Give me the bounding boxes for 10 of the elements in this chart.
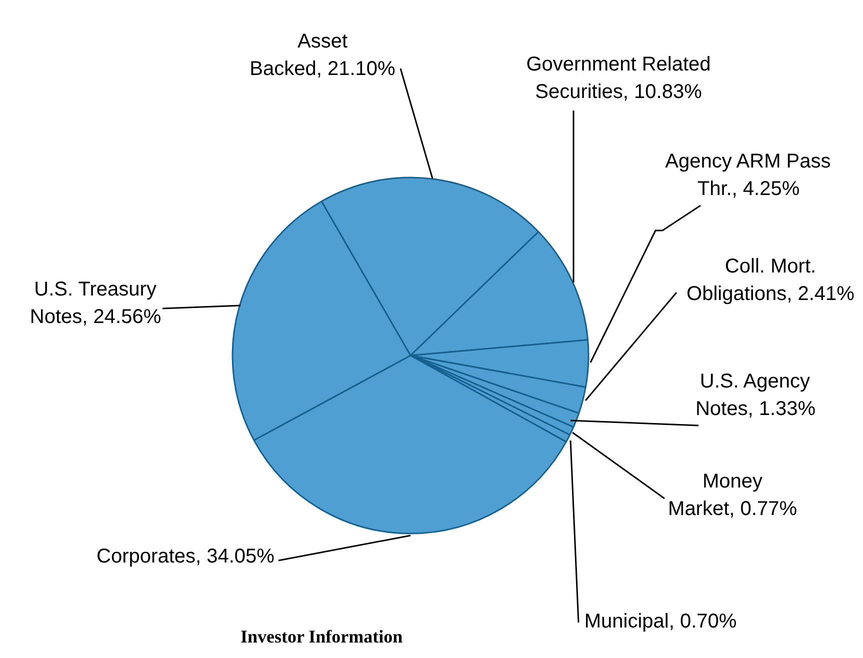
slice-label: Government Related Securities, 10.83%: [526, 54, 711, 103]
slice-label: Money Market, 0.77%: [668, 470, 798, 520]
slice-label: Asset Backed, 21.10%: [250, 30, 396, 80]
slice-label: Corporates, 34.05%: [96, 546, 275, 568]
slice-label: Agency ARM Pass Thr., 4.25%: [665, 150, 831, 200]
slice-label: Coll. Mort. Obligations, 2.41%: [686, 256, 855, 305]
slice-label: U.S. Agency Notes, 1.33%: [695, 370, 816, 420]
text: Investor Information: [240, 626, 403, 646]
slice-label: Municipal, 0.70%: [584, 610, 737, 632]
slice-label: U.S. Treasury Notes, 24.56%: [30, 278, 162, 328]
